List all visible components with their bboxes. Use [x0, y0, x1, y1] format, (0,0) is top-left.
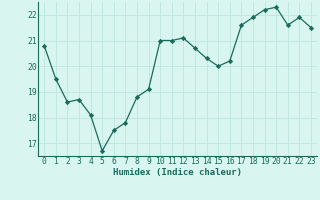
X-axis label: Humidex (Indice chaleur): Humidex (Indice chaleur): [113, 168, 242, 177]
